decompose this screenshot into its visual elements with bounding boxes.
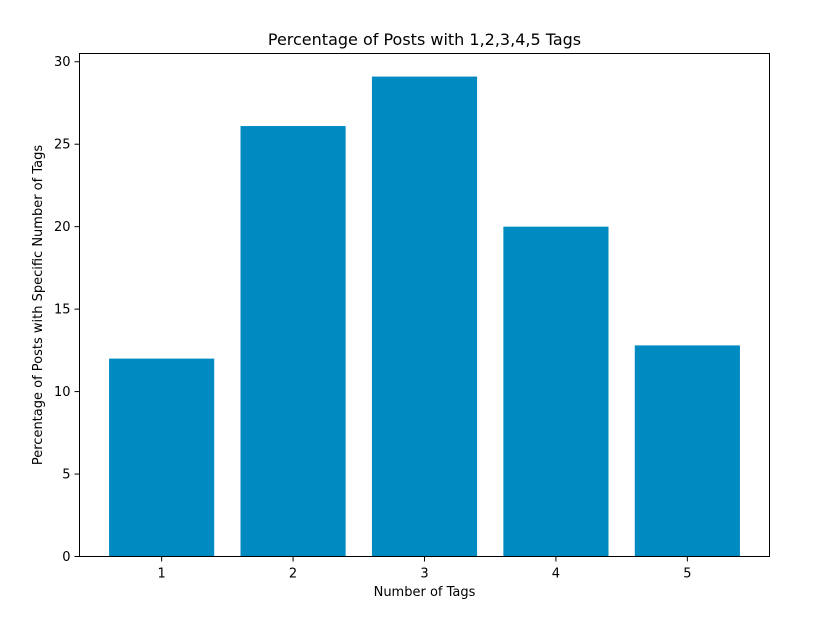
chart-title: Percentage of Posts with 1,2,3,4,5 Tags xyxy=(268,30,581,49)
bar-1 xyxy=(109,358,215,557)
y-tick-label: 25 xyxy=(54,138,71,153)
bar-3 xyxy=(371,76,478,557)
plot-area-frame xyxy=(79,53,770,557)
x-tick-label: 1 xyxy=(158,567,166,582)
y-tick-label: 5 xyxy=(62,468,70,483)
bar-2 xyxy=(240,126,346,557)
y-tick-label: 15 xyxy=(54,303,71,318)
y-tick-label: 20 xyxy=(54,220,71,235)
x-tick-label: 5 xyxy=(683,567,691,582)
bars-group xyxy=(109,76,740,557)
y-tick-label: 30 xyxy=(54,55,71,70)
y-axis-ticks: 0 5 10 15 20 25 30 xyxy=(54,55,80,565)
x-axis-ticks: 1 2 3 4 5 xyxy=(158,556,691,582)
y-tick-label: 10 xyxy=(54,385,71,400)
x-tick-label: 3 xyxy=(420,567,428,582)
x-tick-label: 4 xyxy=(552,567,560,582)
x-axis-label: Number of Tags xyxy=(374,585,476,600)
y-axis-label: Percentage of Posts with Specific Number… xyxy=(31,145,46,465)
bar-5 xyxy=(634,345,740,557)
bar-4 xyxy=(503,226,609,557)
y-tick-label: 0 xyxy=(62,550,70,565)
x-tick-label: 2 xyxy=(289,567,297,582)
